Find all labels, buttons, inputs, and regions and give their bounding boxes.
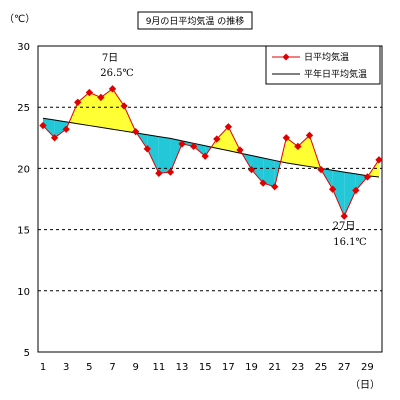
daily-temperature-point bbox=[340, 212, 348, 220]
x-tick-label: 3 bbox=[63, 362, 69, 373]
x-tick-label: 7 bbox=[109, 362, 115, 373]
x-tick-label: 27 bbox=[338, 362, 351, 373]
x-tick-label: 17 bbox=[222, 362, 235, 373]
annotation-min-day: 27日 bbox=[333, 221, 356, 232]
legend-box bbox=[265, 45, 381, 85]
daily-temperature-point bbox=[224, 123, 233, 131]
daily-temperature-point bbox=[74, 98, 82, 106]
deviation-fills bbox=[43, 88, 379, 217]
legend-marker-daily bbox=[282, 53, 290, 61]
y-tick-label: 30 bbox=[17, 42, 30, 53]
x-tick-label: 29 bbox=[361, 362, 374, 373]
fill-above-normal bbox=[89, 92, 101, 128]
x-tick-label: 9 bbox=[133, 362, 139, 373]
y-unit-label: （℃） bbox=[4, 13, 35, 25]
daily-temperature-point bbox=[155, 169, 163, 177]
legend: 日平均気温 平年日平均気温 bbox=[265, 45, 381, 85]
x-axis-ticks: 1 3 5 7 9 11 13 15 17 19 21 23 25 27 29 bbox=[40, 362, 374, 373]
daily-temperature-point bbox=[97, 93, 105, 102]
legend-label-normal: 平年日平均気温 bbox=[304, 68, 367, 80]
y-tick-label: 5 bbox=[24, 348, 30, 359]
x-tick-label: 23 bbox=[292, 362, 305, 373]
x-unit-label: （日） bbox=[350, 379, 380, 391]
chart-title: 9月の日平均気温 の推移 bbox=[146, 15, 245, 27]
daily-temperature-point bbox=[375, 156, 383, 164]
fill-above-normal bbox=[297, 135, 310, 167]
fill-below-normal bbox=[251, 155, 264, 184]
fill-above-normal bbox=[112, 88, 125, 132]
y-tick-label: 25 bbox=[17, 103, 30, 114]
daily-temperature-point bbox=[132, 128, 140, 136]
daily-temperature-series bbox=[39, 85, 383, 220]
grid-lines bbox=[38, 106, 382, 292]
daily-temperature-point bbox=[363, 173, 372, 181]
fill-below-normal bbox=[170, 138, 183, 173]
legend-label-daily: 日平均気温 bbox=[304, 51, 349, 63]
x-tick-label: 1 bbox=[40, 362, 46, 373]
fill-below-normal bbox=[158, 136, 171, 174]
annotation-min-value: 16.1℃ bbox=[333, 237, 366, 248]
fill-below-normal bbox=[43, 118, 55, 138]
fill-below-normal bbox=[147, 134, 159, 174]
y-axis-ticks: 5 10 15 20 25 30 bbox=[17, 42, 30, 359]
annotation-max-day: 7日 bbox=[102, 53, 118, 64]
x-tick-label: 13 bbox=[176, 362, 189, 373]
x-tick-label: 25 bbox=[315, 362, 328, 373]
daily-temperature-point bbox=[120, 102, 128, 110]
daily-temperature-point bbox=[85, 88, 94, 97]
daily-temperature-point bbox=[108, 85, 117, 93]
x-tick-label: 5 bbox=[86, 362, 92, 373]
daily-temperature-point bbox=[213, 135, 221, 143]
x-tick-label: 19 bbox=[245, 362, 258, 373]
fill-above-normal bbox=[216, 126, 229, 151]
fill-below-normal bbox=[182, 140, 194, 147]
daily-temperature-point bbox=[50, 134, 59, 142]
plot-area-frame bbox=[37, 45, 383, 353]
fill-below-normal bbox=[344, 172, 356, 217]
y-tick-label: 10 bbox=[17, 287, 30, 298]
chart-title-box bbox=[137, 11, 253, 30]
fill-below-normal bbox=[332, 170, 345, 217]
daily-temperature-point bbox=[305, 131, 314, 140]
daily-temperature-point bbox=[236, 146, 244, 154]
y-tick-label: 20 bbox=[17, 164, 30, 175]
fill-above-normal bbox=[100, 88, 113, 130]
y-tick-label: 15 bbox=[17, 226, 30, 237]
fill-above-normal bbox=[77, 92, 90, 126]
annotation-max-value: 26.5℃ bbox=[100, 68, 133, 79]
x-tick-label: 21 bbox=[268, 362, 281, 373]
fill-below-normal bbox=[263, 157, 275, 187]
x-tick-label: 15 bbox=[199, 362, 212, 373]
x-tick-label: 11 bbox=[152, 362, 165, 373]
daily-temperature-point bbox=[62, 125, 70, 133]
fill-below-normal bbox=[54, 120, 67, 138]
